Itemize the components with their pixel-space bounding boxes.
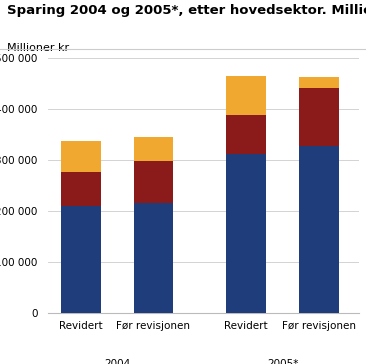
Text: Millioner kr: Millioner kr bbox=[7, 43, 69, 53]
Bar bbox=[134, 137, 173, 161]
Bar bbox=[134, 203, 173, 313]
Text: 2005*: 2005* bbox=[267, 359, 298, 364]
Bar bbox=[226, 154, 266, 313]
Bar bbox=[299, 146, 339, 313]
Bar bbox=[61, 206, 101, 313]
Text: Sparing 2004 og 2005*, etter hovedsektor. Millioner kr: Sparing 2004 og 2005*, etter hovedsektor… bbox=[7, 4, 366, 17]
Text: 2004: 2004 bbox=[104, 359, 130, 364]
Bar bbox=[134, 161, 173, 203]
Bar bbox=[61, 141, 101, 172]
Bar bbox=[299, 88, 339, 146]
Bar bbox=[226, 76, 266, 115]
Bar bbox=[226, 115, 266, 154]
Bar bbox=[61, 172, 101, 206]
Bar bbox=[299, 76, 339, 88]
